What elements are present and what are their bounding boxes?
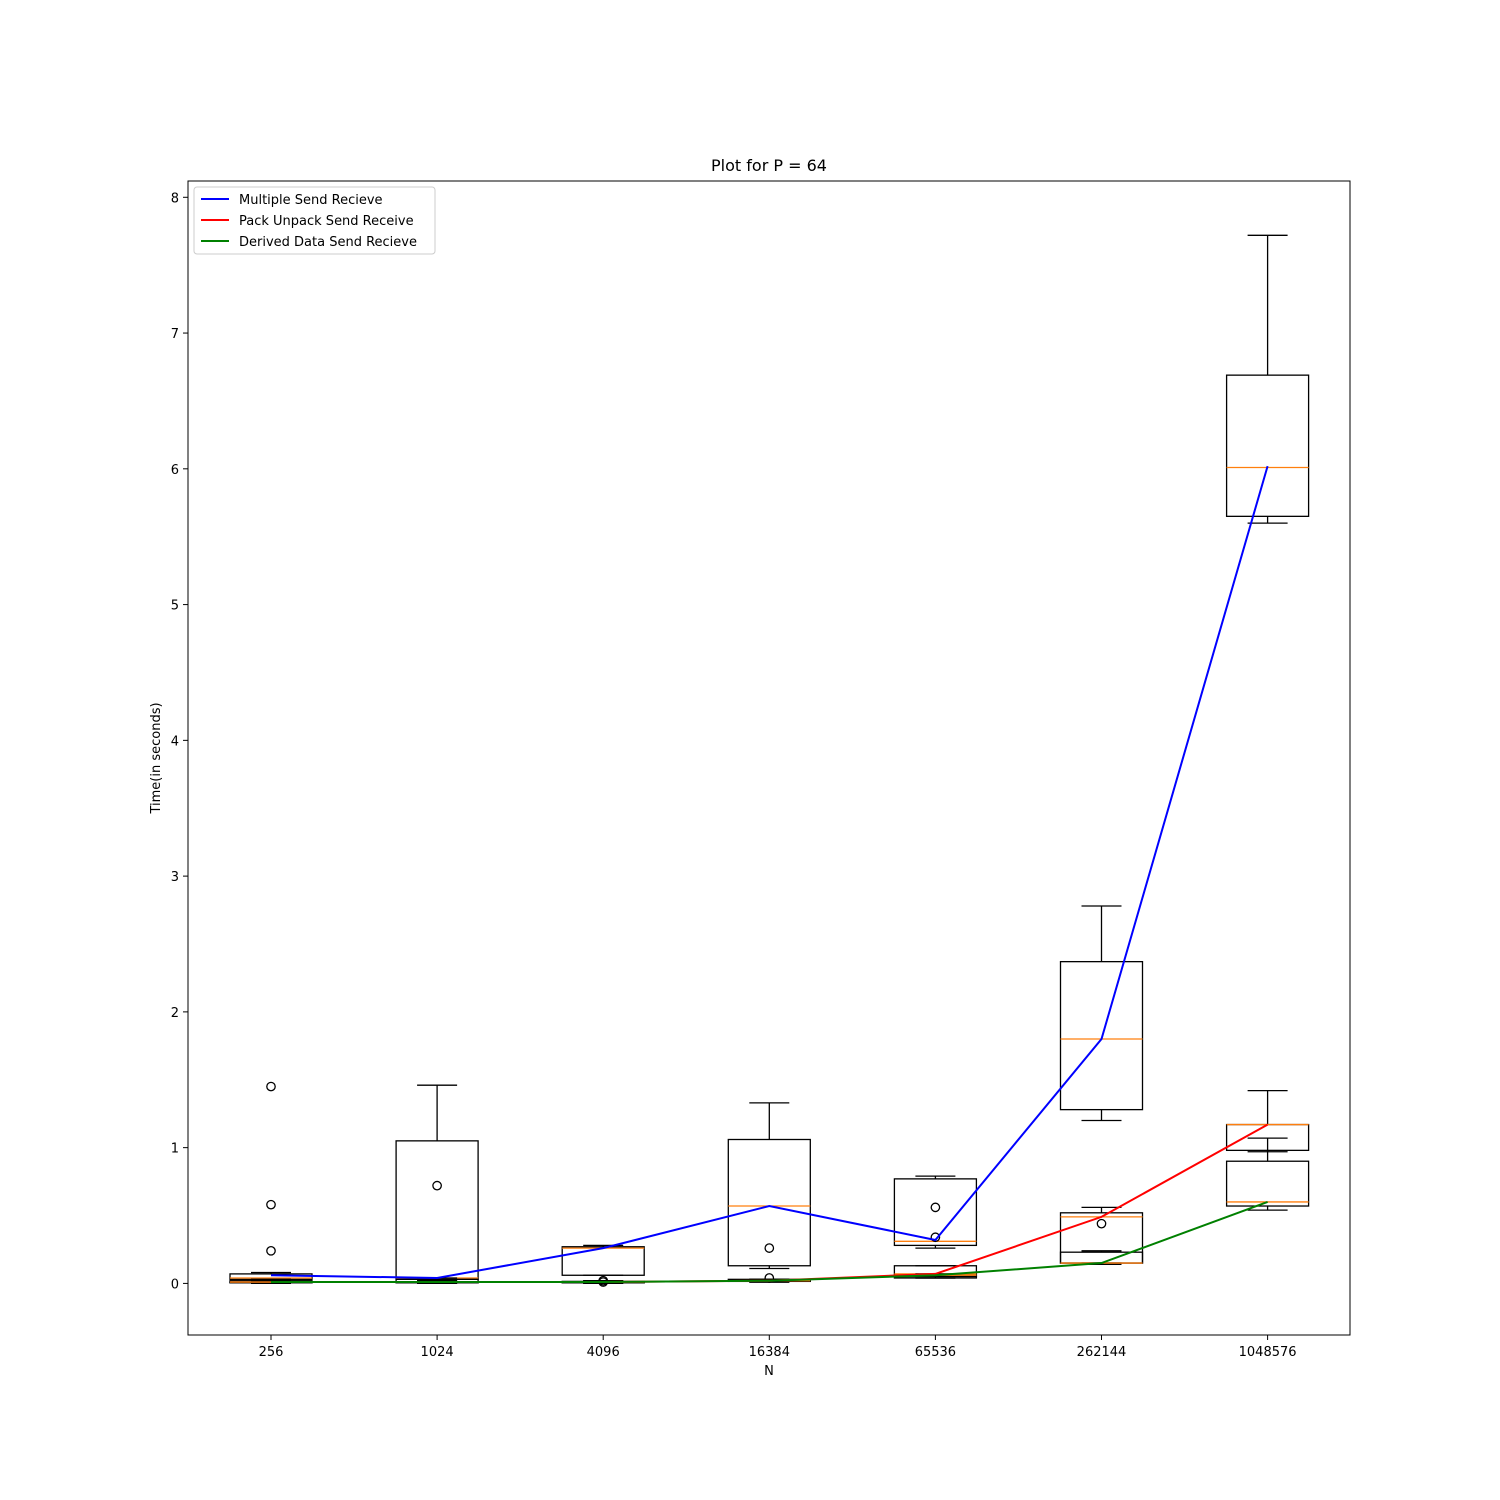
plot-area: 0 1 2 3 4 5 6 7 8 256 1024 4096 16384 65536 262144 1048… [171,180,1351,1360]
box [893,1178,978,1247]
legend-label: Pack Unpack Send Receive [239,214,414,229]
legend: Multiple Send Recieve Pack Unpack Send Re… [193,186,436,255]
outlier-point [266,1081,276,1092]
y-tick-label: 0 [171,1277,179,1292]
box [561,1246,645,1276]
legend-box [193,186,436,255]
outlier-point [432,1180,442,1191]
series-line [270,465,1269,1279]
series-line [271,1201,1268,1284]
outlier-point [1096,1218,1107,1229]
plot-frame [187,180,1351,1336]
y-tick-label: 3 [171,870,179,885]
box [893,1265,978,1278]
x-tick-label: 262144 [1077,1345,1127,1360]
legend-label: Derived Data Send Recieve [239,235,417,250]
box [1059,960,1144,1111]
x-tick-label: 4096 [587,1345,620,1360]
y-tick-label: 7 [171,327,179,342]
x-tick-label: 256 [259,1345,284,1360]
x-axis-label: N [764,1364,774,1379]
y-tick-label: 5 [171,599,179,614]
box [727,1138,811,1267]
chart-title: Plot for P = 64 [711,156,827,175]
y-axis-label: Time(in seconds) [149,702,164,814]
x-tick-label: 16384 [749,1345,790,1360]
box [1225,1160,1310,1207]
y-tick-label: 1 [171,1142,179,1157]
y-tick-label: 2 [171,1006,179,1021]
outlier-point [266,1245,276,1256]
outlier-point [930,1232,941,1243]
outlier-point [930,1202,941,1213]
x-tick-label: 1048576 [1239,1345,1297,1360]
x-tick-label: 65536 [915,1345,956,1360]
y-tick-label: 4 [171,734,179,749]
outlier-point [266,1199,276,1210]
box-plot [893,1175,978,1249]
y-tick-label: 8 [171,191,179,206]
box [1225,374,1310,517]
x-tick-label: 1024 [421,1345,454,1360]
outlier-point [764,1243,775,1253]
legend-label: Multiple Send Recieve [239,193,383,208]
y-tick-label: 6 [171,463,179,478]
box-plot [1225,1137,1310,1211]
